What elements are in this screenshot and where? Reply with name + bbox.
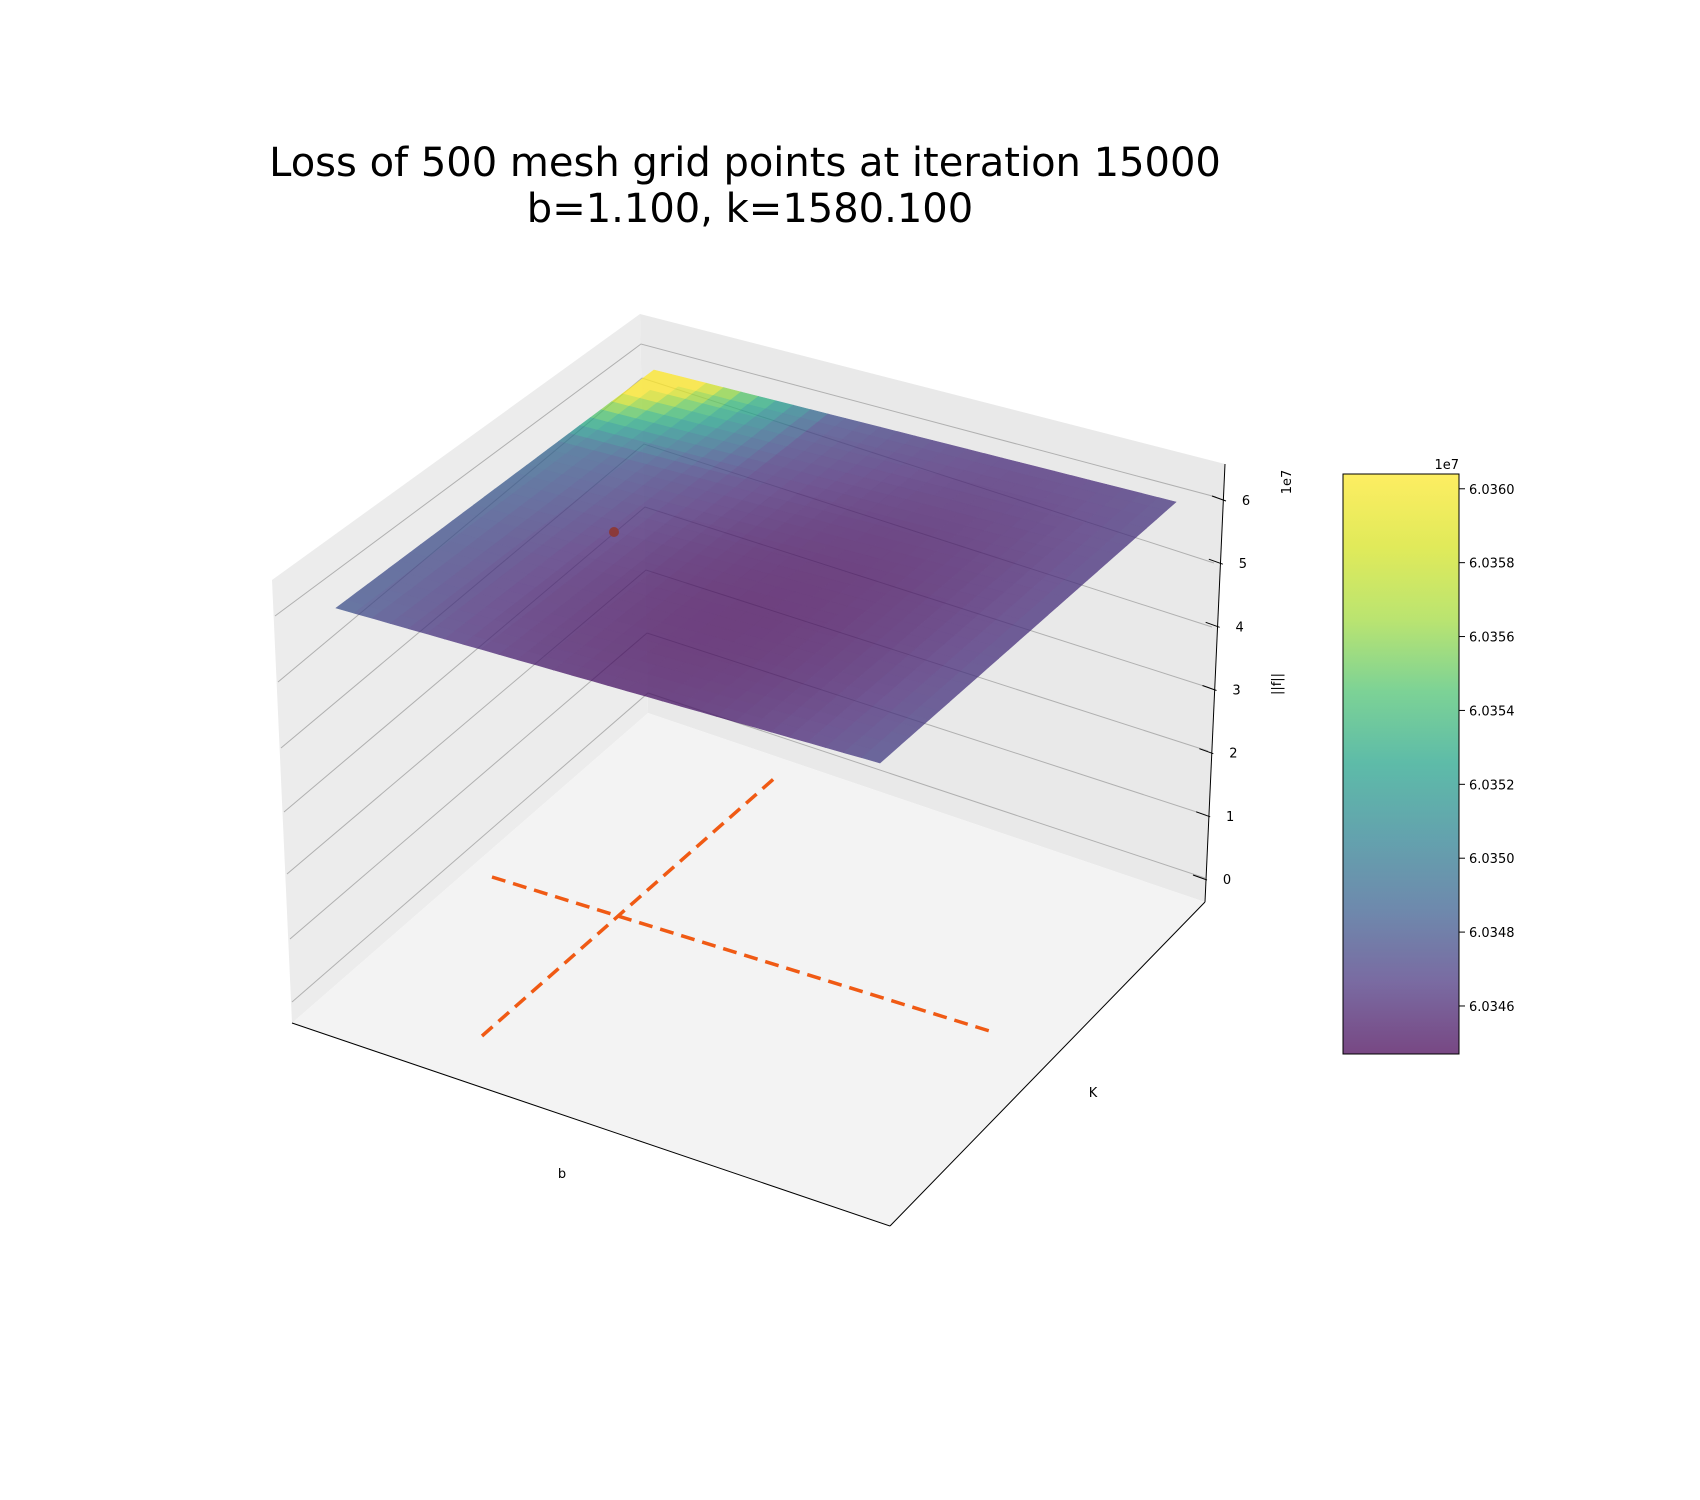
- z-tick-label: 4: [1236, 620, 1244, 635]
- colorbar-tick-label: 6.0348: [1469, 926, 1515, 941]
- y-axis-line: [889, 901, 1206, 1227]
- z-axis-label: ||f||: [1270, 673, 1285, 695]
- z-tick-mark: [1199, 748, 1214, 755]
- grid-line: [274, 343, 1217, 617]
- colorbar: [1342, 473, 1460, 1055]
- colorbar-tick-label: 6.0352: [1469, 778, 1515, 793]
- colorbar-tick-label: 6.0358: [1469, 557, 1515, 572]
- z-tick-mark: [1202, 685, 1217, 691]
- z-tick-mark: [1205, 621, 1220, 628]
- z-offset-label: 1e7: [1280, 470, 1295, 495]
- colorbar-tick-label: 6.0356: [1469, 631, 1515, 646]
- colorbar-tick-label: 6.0346: [1469, 1000, 1515, 1015]
- z-ticks: 0 1 2 3 4 5 6: [1192, 494, 1250, 888]
- colorbar-tick-label: 6.0360: [1469, 483, 1515, 498]
- z-tick-label: 3: [1232, 684, 1240, 699]
- z-tick-label: 2: [1229, 747, 1237, 762]
- z-tick-mark: [1208, 558, 1224, 565]
- z-tick-label: 1: [1226, 810, 1234, 825]
- x-axis-line: [291, 1022, 891, 1227]
- current-point-marker: [609, 527, 619, 537]
- surface-cell: [861, 748, 891, 764]
- colorbar-offset-label: 1e7: [1434, 458, 1459, 473]
- x-axis-label: b: [558, 1167, 566, 1182]
- z-axis-line: [1204, 463, 1226, 903]
- z-tick-mark: [1211, 495, 1227, 502]
- y-axis-label: K: [1089, 1086, 1098, 1101]
- floor-pane: [292, 713, 1205, 1226]
- z-tick-mark: [1192, 874, 1208, 881]
- z-tick-label: 5: [1239, 557, 1247, 572]
- z-tick-label: 6: [1242, 494, 1250, 509]
- chart-title-line-1: Loss of 500 mesh grid points at iteratio…: [269, 140, 1221, 186]
- colorbar-tick-label: 6.0354: [1469, 704, 1515, 719]
- colorbar-ticks: 6.0346 6.0348 6.0350 6.0352 6.0354 6.0356 6.03…: [1459, 483, 1515, 1015]
- chart-title-line-2: b=1.100, k=1580.100: [527, 186, 973, 232]
- colorbar-tick-label: 6.0350: [1469, 852, 1515, 867]
- z-tick-mark: [1195, 811, 1211, 818]
- loss-surface: [335, 369, 1177, 764]
- z-tick-label: 0: [1223, 873, 1231, 888]
